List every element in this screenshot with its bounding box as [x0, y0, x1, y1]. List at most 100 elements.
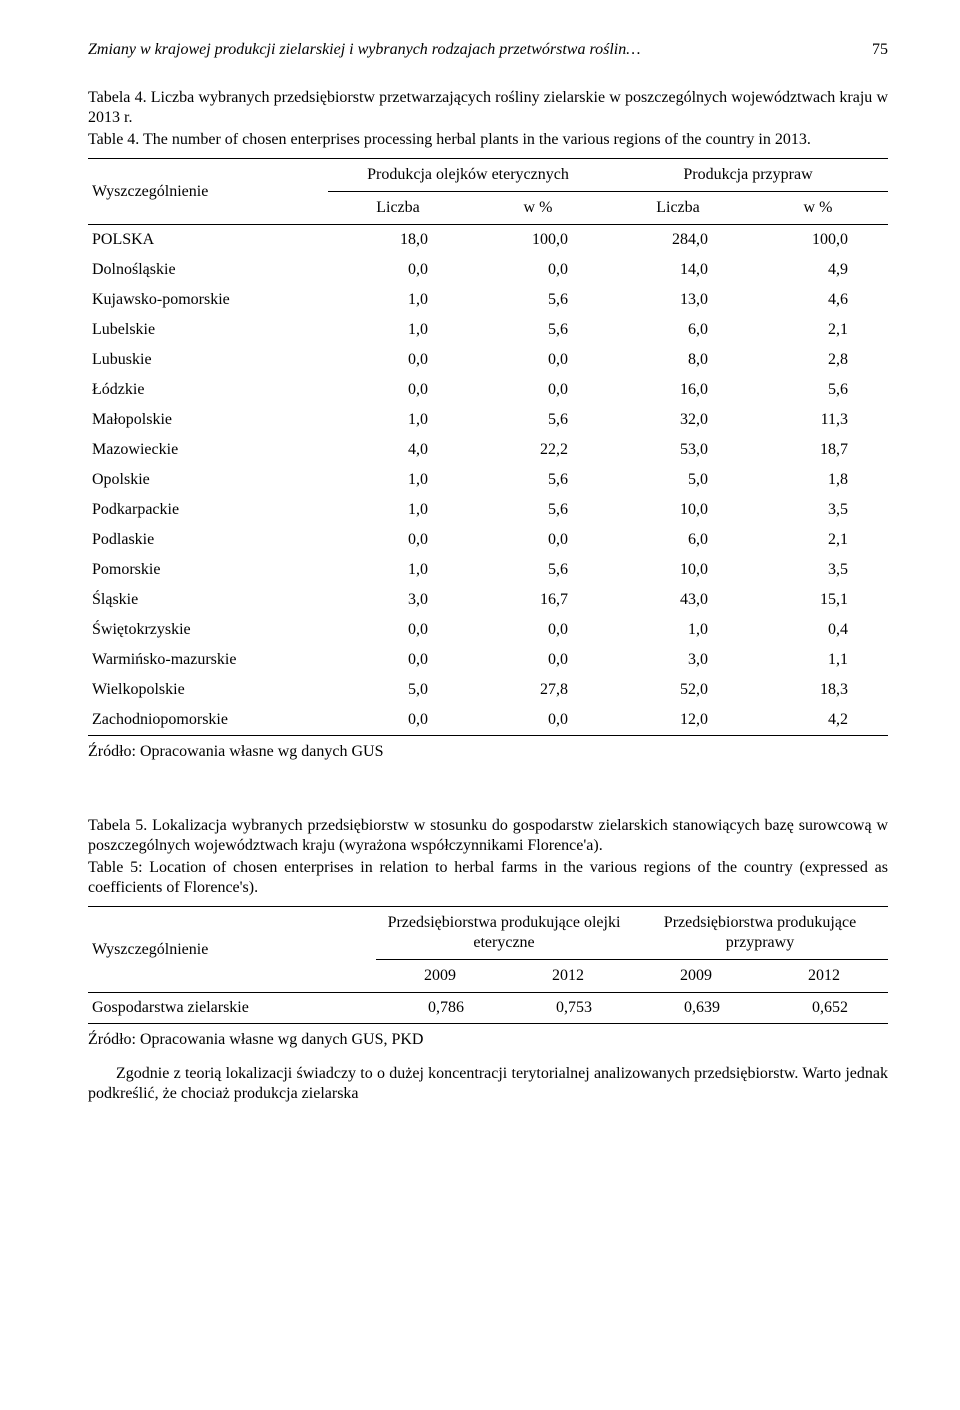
cell-value: 1,0 — [328, 495, 468, 525]
row-label: Pomorskie — [88, 555, 328, 585]
row-label: Warmińsko-mazurskie — [88, 645, 328, 675]
table4-head-wysz: Wyszczególnienie — [88, 159, 328, 225]
cell-value: 1,0 — [328, 555, 468, 585]
cell-value: 1,0 — [328, 405, 468, 435]
table-row: Łódzkie0,00,016,05,6 — [88, 375, 888, 405]
cell-value: 5,6 — [468, 495, 608, 525]
cell-value: 4,6 — [748, 285, 888, 315]
table5: Wyszczególnienie Przedsiębiorstwa produk… — [88, 906, 888, 1024]
cell-value: 1,0 — [328, 285, 468, 315]
table5-source: Źródło: Opracowania własne wg danych GUS… — [88, 1030, 888, 1050]
cell-value: 12,0 — [608, 705, 748, 736]
row-label: Lubelskie — [88, 315, 328, 345]
table-row: Podkarpackie1,05,610,03,5 — [88, 495, 888, 525]
table-row: Kujawsko-pomorskie1,05,613,04,6 — [88, 285, 888, 315]
cell-value: 53,0 — [608, 435, 748, 465]
cell-value: 100,0 — [748, 225, 888, 256]
cell-value: 16,7 — [468, 585, 608, 615]
table4-sub-liczba-1: Liczba — [328, 192, 468, 225]
cell-value: 22,2 — [468, 435, 608, 465]
cell-value: 0,0 — [328, 615, 468, 645]
table-row: Opolskie1,05,65,01,8 — [88, 465, 888, 495]
table5-head-group2: Przedsiębiorstwa produkujące przyprawy — [632, 907, 888, 960]
table5-caption-en: Table 5: Location of chosen enterprises … — [88, 858, 888, 898]
cell-value: 10,0 — [608, 555, 748, 585]
table4-sub-wpct-2: w % — [748, 192, 888, 225]
cell-value: 5,6 — [468, 285, 608, 315]
cell-value: 0,0 — [468, 615, 608, 645]
running-title: Zmiany w krajowej produkcji zielarskiej … — [88, 40, 640, 60]
cell-value: 52,0 — [608, 675, 748, 705]
table5-sub-2012-1: 2012 — [504, 960, 632, 993]
table-row: Świętokrzyskie0,00,01,00,4 — [88, 615, 888, 645]
table-row: Zachodniopomorskie0,00,012,04,2 — [88, 705, 888, 736]
cell-value: 43,0 — [608, 585, 748, 615]
page-number: 75 — [872, 40, 888, 60]
cell-value: 16,0 — [608, 375, 748, 405]
row-label: Mazowieckie — [88, 435, 328, 465]
cell-value: 1,0 — [328, 465, 468, 495]
cell-value: 18,7 — [748, 435, 888, 465]
cell-value: 0,652 — [760, 993, 888, 1024]
cell-value: 3,5 — [748, 495, 888, 525]
table-row: Gospodarstwa zielarskie0,7860,7530,6390,… — [88, 993, 888, 1024]
cell-value: 0,0 — [328, 645, 468, 675]
cell-value: 0,786 — [376, 993, 504, 1024]
table4-head-group2: Produkcja przypraw — [608, 159, 888, 192]
cell-value: 3,0 — [608, 645, 748, 675]
cell-value: 0,0 — [468, 525, 608, 555]
cell-value: 0,0 — [328, 525, 468, 555]
table-row: Wielkopolskie5,027,852,018,3 — [88, 675, 888, 705]
table4-caption-en: Table 4. The number of chosen enterprise… — [88, 130, 888, 150]
cell-value: 3,0 — [328, 585, 468, 615]
cell-value: 18,3 — [748, 675, 888, 705]
row-label: Podkarpackie — [88, 495, 328, 525]
table4-sub-liczba-2: Liczba — [608, 192, 748, 225]
cell-value: 0,0 — [468, 345, 608, 375]
row-label: Opolskie — [88, 465, 328, 495]
cell-value: 0,0 — [328, 705, 468, 736]
cell-value: 2,1 — [748, 525, 888, 555]
cell-value: 2,1 — [748, 315, 888, 345]
cell-value: 0,0 — [468, 375, 608, 405]
cell-value: 18,0 — [328, 225, 468, 256]
row-label: POLSKA — [88, 225, 328, 256]
cell-value: 5,0 — [608, 465, 748, 495]
cell-value: 4,2 — [748, 705, 888, 736]
table-row: Mazowieckie4,022,253,018,7 — [88, 435, 888, 465]
cell-value: 0,0 — [328, 255, 468, 285]
table-row: Małopolskie1,05,632,011,3 — [88, 405, 888, 435]
cell-value: 6,0 — [608, 315, 748, 345]
cell-value: 4,9 — [748, 255, 888, 285]
cell-value: 10,0 — [608, 495, 748, 525]
cell-value: 8,0 — [608, 345, 748, 375]
table-row: POLSKA18,0100,0284,0100,0 — [88, 225, 888, 256]
cell-value: 5,6 — [468, 405, 608, 435]
row-label: Zachodniopomorskie — [88, 705, 328, 736]
cell-value: 2,8 — [748, 345, 888, 375]
row-label: Łódzkie — [88, 375, 328, 405]
row-label: Wielkopolskie — [88, 675, 328, 705]
body-paragraph: Zgodnie z teorią lokalizacji świadczy to… — [88, 1064, 888, 1104]
row-label: Śląskie — [88, 585, 328, 615]
cell-value: 100,0 — [468, 225, 608, 256]
cell-value: 0,639 — [632, 993, 760, 1024]
table4-sub-wpct-1: w % — [468, 192, 608, 225]
cell-value: 284,0 — [608, 225, 748, 256]
table-row: Lubuskie0,00,08,02,8 — [88, 345, 888, 375]
row-label: Małopolskie — [88, 405, 328, 435]
table5-sub-2009-2: 2009 — [632, 960, 760, 993]
cell-value: 3,5 — [748, 555, 888, 585]
cell-value: 1,1 — [748, 645, 888, 675]
table-row: Warmińsko-mazurskie0,00,03,01,1 — [88, 645, 888, 675]
table5-sub-2012-2: 2012 — [760, 960, 888, 993]
cell-value: 1,0 — [608, 615, 748, 645]
cell-value: 1,0 — [328, 315, 468, 345]
table4-caption-pl: Tabela 4. Liczba wybranych przedsiębiors… — [88, 88, 888, 128]
row-label: Kujawsko-pomorskie — [88, 285, 328, 315]
table-row: Pomorskie1,05,610,03,5 — [88, 555, 888, 585]
cell-value: 5,6 — [748, 375, 888, 405]
table4: Wyszczególnienie Produkcja olejków etery… — [88, 158, 888, 736]
running-head: Zmiany w krajowej produkcji zielarskiej … — [88, 40, 888, 60]
table4-source: Źródło: Opracowania własne wg danych GUS — [88, 742, 888, 762]
